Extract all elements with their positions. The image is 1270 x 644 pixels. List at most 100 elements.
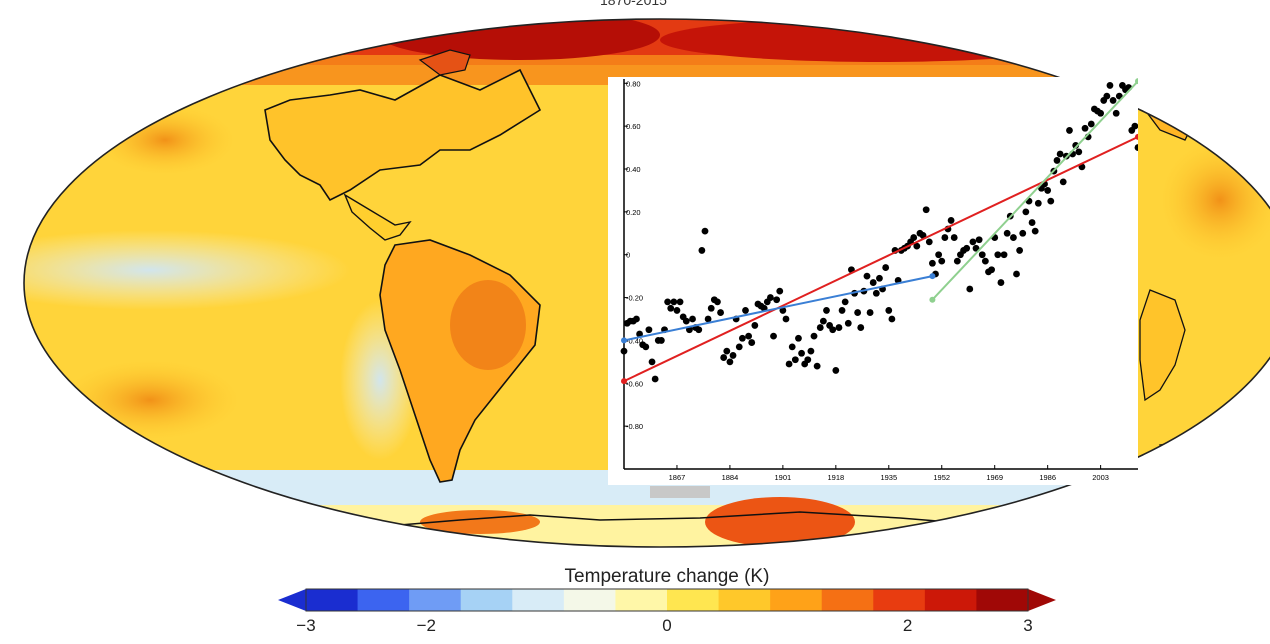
colorbar-segments [306,589,1029,611]
data-point [738,334,746,342]
data-point [620,347,628,355]
trend-line [623,275,933,342]
y-tick-label: 0.60 [626,122,641,131]
x-tick-label: 1918 [827,473,844,482]
data-point [714,298,721,306]
temperature-anomaly-chart: 0.80 0.60 0.40 0.20 0 -0.20 -0.40 -0.60 -0.80 186… [620,78,1142,482]
data-point [770,332,777,340]
inset-chart: 0.80 0.60 0.40 0.20 0 -0.20 -0.40 -0.60 -0.80 186… [608,77,1142,485]
data-point [698,247,706,254]
y-tick-label: -0.60 [626,379,643,388]
data-point [1109,97,1117,104]
colorbar-title: Temperature change (K) [564,566,770,587]
y-tick-label: 0.20 [626,208,641,217]
data-point [782,315,790,323]
y-tick-label: 0.40 [626,165,641,174]
data-point [701,227,709,235]
x-tick-label: 2003 [1092,473,1109,482]
data-point [785,360,793,368]
data-point [869,279,877,286]
data-point [953,257,961,265]
data-point [633,315,640,323]
data-point [676,298,684,306]
y-tick-label: -0.20 [626,294,643,303]
data-point [767,294,774,301]
data-point [966,285,974,293]
data-point [1022,208,1030,216]
colorbar-segment [460,589,513,611]
trend-line-endpoint [929,273,936,280]
data-point [1134,144,1142,151]
data-point [981,257,989,265]
data-point [832,367,840,374]
data-point [729,352,737,359]
colorbar-segment [976,589,1029,611]
data-point [978,251,986,259]
x-tick-label: 1952 [933,473,950,482]
data-point [726,358,734,366]
data-point [689,315,696,323]
data-point [717,309,724,316]
data-point [1103,92,1111,100]
data-point [969,238,977,246]
data-point [882,264,890,271]
data-point [888,315,896,323]
colorbar-max-arrow [1028,589,1056,611]
data-point [648,358,656,366]
data-point [664,298,672,306]
colorbar-segment [873,589,926,611]
data-point [872,289,880,297]
data-point [788,343,796,351]
north-america [264,68,542,202]
data-point [1013,270,1020,278]
data-point [1000,251,1008,259]
data-point [1016,247,1024,254]
data-point [819,317,827,325]
map-title: 1870-2015 [600,0,667,8]
brazil-hotspot [450,280,526,370]
data-point [1047,197,1055,205]
colorbar-segment [563,589,616,611]
data-point [922,206,930,214]
data-point [779,307,787,314]
island [1158,439,1217,463]
data-point [742,307,749,314]
data-point [835,324,843,331]
data-point [841,298,849,306]
x-tick-label: 1884 [722,473,739,482]
colorbar-segment [615,589,668,611]
data-point [807,347,815,355]
colorbar-tick-label: −3 [296,616,316,635]
missing-data-strip [650,486,710,498]
data-point [795,334,802,342]
data-point [673,307,681,314]
data-point [972,244,980,252]
x-tick-label: 1935 [880,473,897,482]
data-point [963,244,971,252]
colorbar-segment [821,589,874,611]
data-point [704,315,712,323]
x-tick-label: 1969 [986,473,1003,482]
data-point [929,259,936,267]
south-pacific-warm [60,360,240,440]
data-point [829,326,837,334]
colorbar-min-arrow [278,589,306,611]
data-point [804,356,812,364]
data-point [854,309,862,316]
data-point [938,257,946,265]
data-point [863,272,871,280]
colorbar-tick-label: −2 [416,616,437,635]
trend-line-endpoint [929,296,936,303]
data-point [925,238,933,246]
east-coast [1139,289,1186,402]
colorbar-segment [667,589,720,611]
data-point [947,217,955,224]
data-point [1031,227,1039,235]
data-point [1097,109,1105,117]
data-point [1053,157,1061,164]
colorbar-segment [924,589,977,611]
data-point [642,343,650,351]
data-point [751,322,759,329]
y-tick-label: -0.40 [626,336,643,345]
